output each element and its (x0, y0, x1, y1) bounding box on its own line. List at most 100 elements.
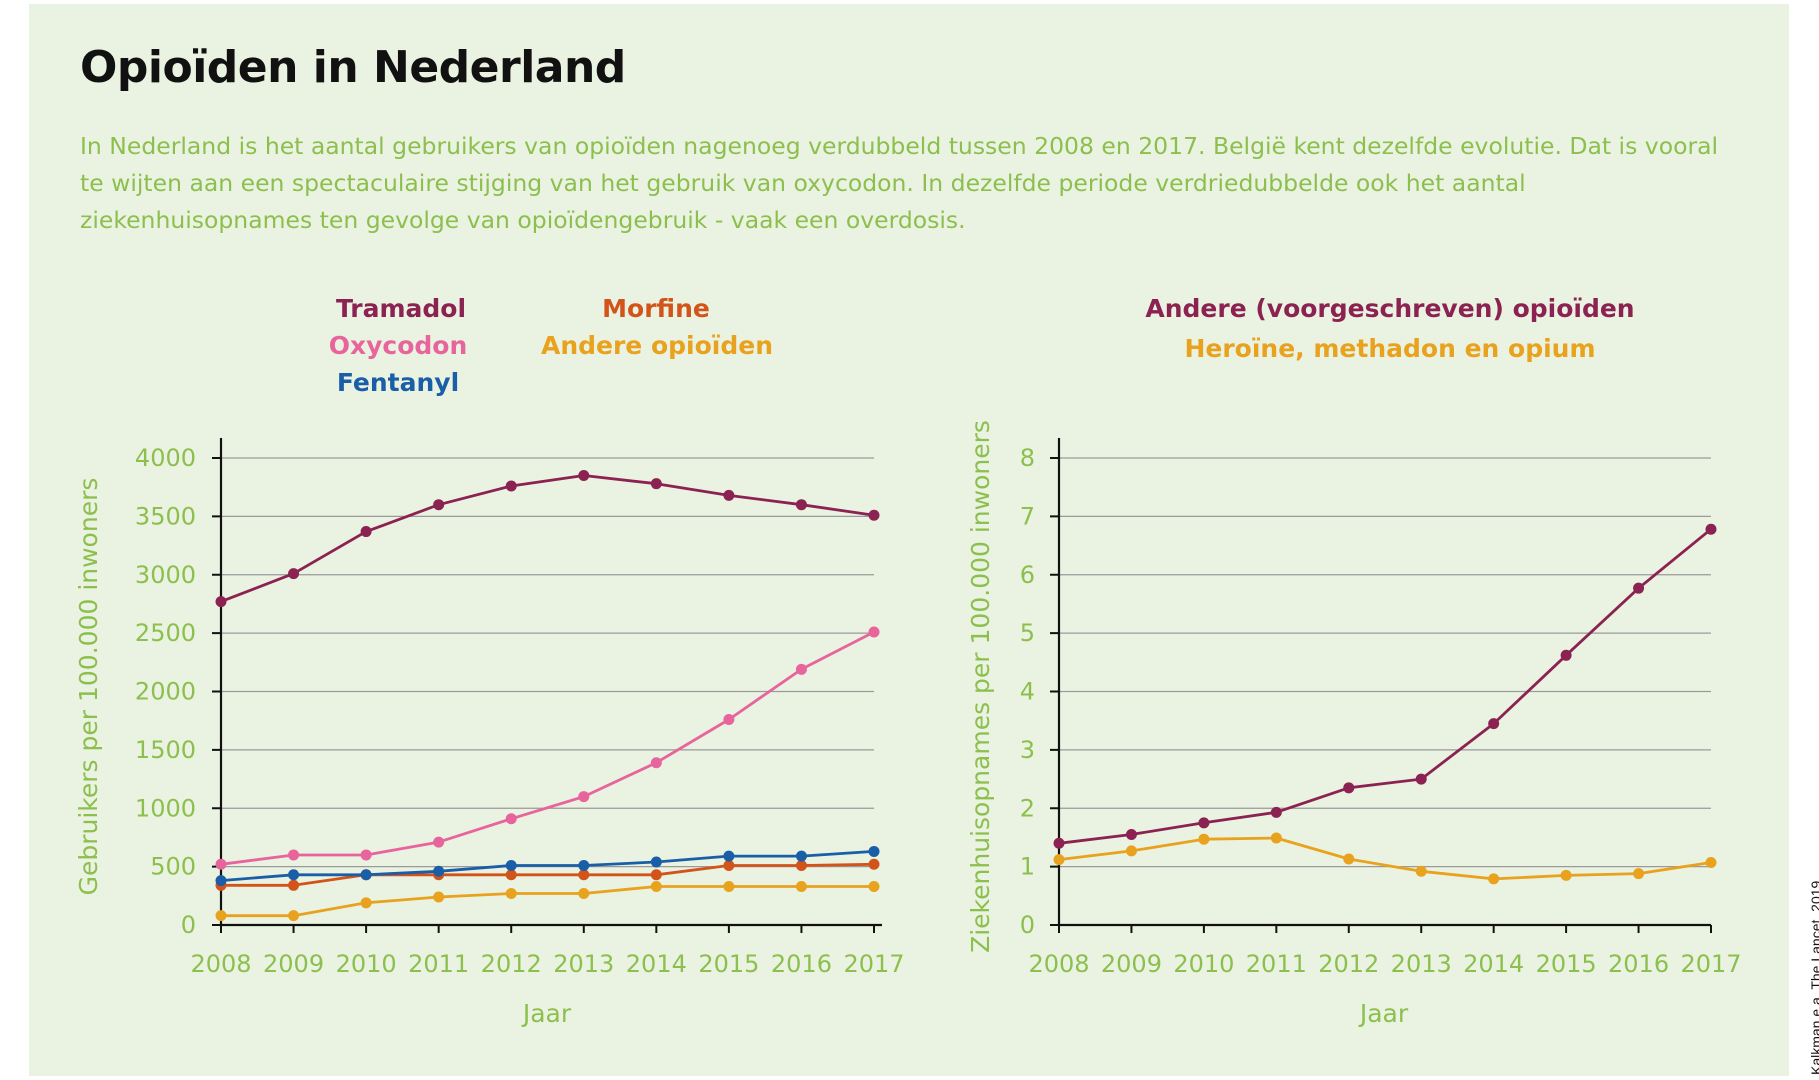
series-line (1058, 836, 1712, 881)
y-tick-label: 2500 (135, 619, 196, 647)
data-point (215, 858, 227, 870)
data-point (578, 859, 590, 871)
data-point (578, 470, 590, 482)
series-line (1058, 528, 1712, 845)
data-point (433, 865, 445, 877)
data-point (578, 791, 590, 803)
data-point (1198, 833, 1210, 845)
data-point (505, 887, 517, 899)
data-point (288, 869, 300, 881)
data-point (868, 509, 880, 521)
y-tick-label: 3000 (135, 561, 196, 589)
data-point (1053, 854, 1065, 866)
data-point (360, 849, 372, 861)
data-point (650, 869, 662, 881)
chart-panel (29, 4, 1789, 1076)
data-point (795, 880, 807, 892)
x-tick-label: 2008 (1028, 950, 1089, 978)
series-andere-voorgeschreven-opio-den (1053, 523, 1717, 849)
x-tick-label: 2011 (408, 950, 469, 978)
data-point (723, 489, 735, 501)
x-tick-label: 2010 (1173, 950, 1234, 978)
series-oxycodon (215, 626, 880, 870)
data-point (505, 869, 517, 881)
legend-entry: Fentanyl (337, 368, 459, 397)
data-point (1415, 865, 1427, 877)
y-axis-label: Ziekenhuisopnames per 100.000 inwoners (966, 420, 995, 953)
x-tick-label: 2009 (1101, 950, 1162, 978)
data-point (360, 526, 372, 538)
data-point (650, 856, 662, 868)
data-point (868, 626, 880, 638)
chart-1: 0 500 1000 1500 2000 2500 3000 3500 4000 2008 2009… (74, 294, 905, 1028)
data-point (433, 891, 445, 903)
x-tick-label: 2013 (1391, 950, 1452, 978)
data-point (1633, 868, 1645, 880)
data-point (1198, 817, 1210, 829)
x-tick-label: 2017 (843, 950, 904, 978)
data-point (433, 499, 445, 511)
y-tick-label: 1 (1020, 853, 1035, 881)
data-point (1560, 869, 1572, 881)
y-tick-label: 3500 (135, 502, 196, 530)
y-tick-label: 2 (1020, 794, 1035, 822)
data-point (215, 910, 227, 922)
legend-entry: Andere opioïden (541, 331, 773, 360)
x-tick-label: 2015 (698, 950, 759, 978)
data-point (578, 887, 590, 899)
data-point (1488, 718, 1500, 730)
series-tramadol (215, 470, 880, 608)
x-tick-label: 2015 (1536, 950, 1597, 978)
y-axis-label: Gebruikers per 100.000 inwoners (74, 478, 103, 896)
series-line (220, 850, 875, 882)
data-point (795, 499, 807, 511)
x-tick-label: 2009 (263, 950, 324, 978)
x-tick-label: 2014 (626, 950, 687, 978)
data-point (505, 813, 517, 825)
data-point (795, 859, 807, 871)
data-point (795, 850, 807, 862)
data-point (650, 478, 662, 490)
data-point (1705, 523, 1717, 535)
data-point (288, 910, 300, 922)
data-point (1125, 845, 1137, 857)
data-point (868, 845, 880, 857)
page-title: Opioïden in Nederland (80, 42, 626, 93)
y-tick-label: 3 (1020, 736, 1035, 764)
data-point (360, 869, 372, 881)
data-point (1415, 773, 1427, 785)
data-point (215, 596, 227, 608)
series-line (220, 630, 875, 866)
series-andere-opio-den (215, 880, 880, 922)
chart-2: 0 1 2 3 4 5 6 7 8 2008 2009 2010 2011 2012 2013 2014 201… (966, 294, 1742, 1028)
x-tick-label: 2014 (1463, 950, 1524, 978)
data-point (650, 757, 662, 769)
y-tick-label: 1000 (135, 794, 196, 822)
x-tick-label: 2012 (481, 950, 542, 978)
data-point (288, 568, 300, 580)
x-tick-label: 2016 (1608, 950, 1669, 978)
data-point (288, 879, 300, 891)
data-point (288, 849, 300, 861)
legend-entry: Oxycodon (329, 331, 468, 360)
x-tick-label: 2017 (1680, 950, 1741, 978)
data-point (795, 663, 807, 675)
y-tick-label: 1500 (135, 736, 196, 764)
data-point (215, 875, 227, 887)
data-point (723, 850, 735, 862)
y-tick-label: 4000 (135, 444, 196, 472)
x-tick-label: 2011 (1246, 950, 1307, 978)
legend-entry: Morfine (602, 294, 710, 323)
data-point (1705, 857, 1717, 869)
data-point (723, 859, 735, 871)
series-line (221, 862, 875, 887)
data-point (1270, 832, 1282, 844)
data-point (650, 880, 662, 892)
y-tick-label: 7 (1020, 502, 1035, 530)
x-axis-label: Jaar (1358, 999, 1409, 1028)
data-point (1488, 873, 1500, 885)
legend-entry: Heroïne, methadon en opium (1184, 334, 1595, 363)
series-line (221, 885, 874, 918)
data-point (723, 714, 735, 726)
